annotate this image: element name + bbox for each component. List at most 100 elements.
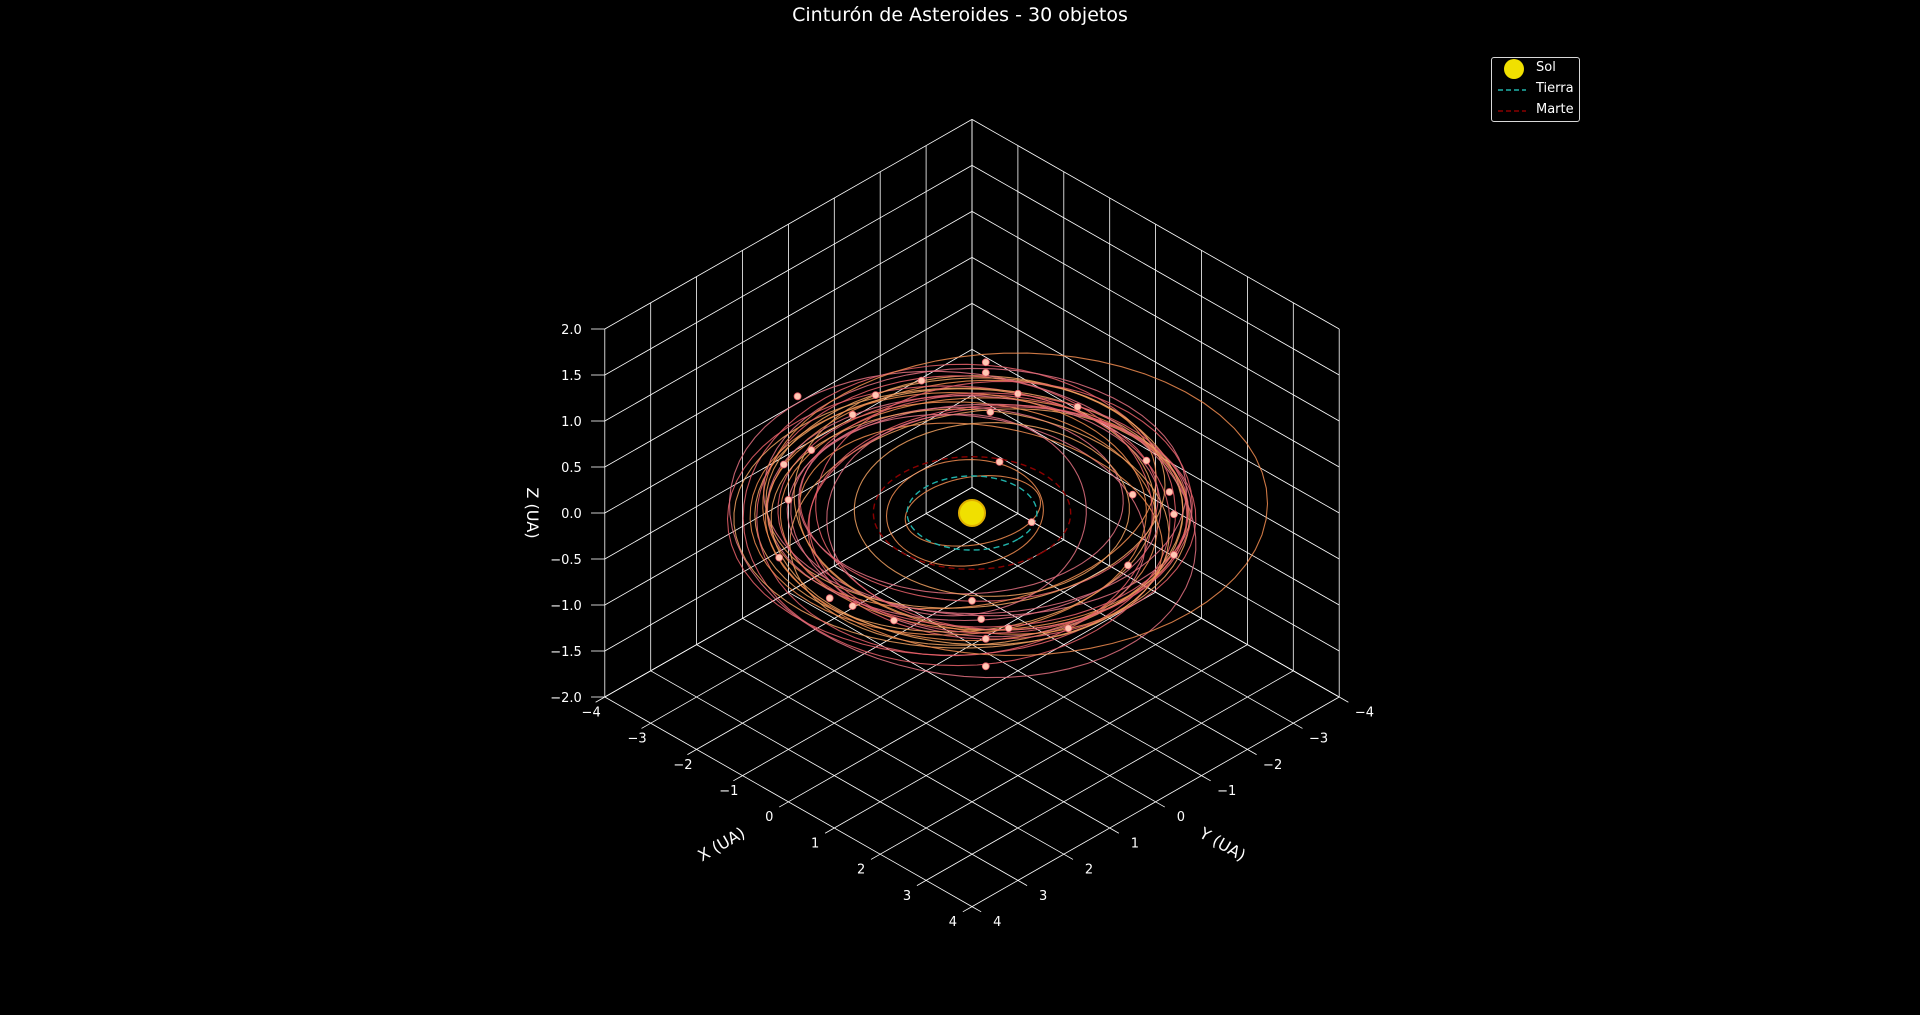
asteroid-orbit [764, 401, 1158, 642]
legend-item-tierra: Tierra [1492, 80, 1581, 100]
x-tick-mark [733, 775, 743, 782]
asteroid-orbit [749, 392, 1147, 636]
asteroid-point [848, 410, 857, 419]
x-tick-mark [687, 749, 697, 755]
grid-line [604, 119, 973, 330]
asteroid-point [981, 358, 990, 367]
asteroid-points [775, 358, 1178, 671]
asteroid-point [890, 616, 898, 625]
y-tick-label: −2 [1263, 758, 1282, 773]
asteroid-point [1014, 389, 1022, 398]
legend-sun-marker [1504, 59, 1524, 79]
x-tick-label: 1 [811, 836, 819, 851]
grid-line [880, 644, 1248, 855]
asteroid-point [1128, 490, 1137, 499]
legend-earth-line [1498, 89, 1526, 91]
asteroid-orbit [798, 406, 1124, 595]
x-axis-label: X (UA) [694, 823, 748, 865]
asteroid-point [977, 615, 986, 623]
legend-item-sol: Sol [1492, 59, 1581, 79]
asteroid-orbit [754, 388, 1156, 633]
asteroid-point [968, 596, 976, 605]
x-tick-label: 2 [857, 863, 865, 878]
x-tick-mark [916, 880, 927, 886]
y-tick-label: 0 [1177, 810, 1185, 825]
y-tick-label: −3 [1309, 732, 1328, 747]
z-tick-label: 1.5 [561, 369, 582, 384]
asteroid-point [784, 495, 793, 504]
grid-line [696, 644, 1064, 855]
y-tick-mark [1293, 722, 1303, 729]
y-tick-label: 2 [1085, 863, 1093, 878]
x-tick-label: 3 [903, 889, 911, 904]
x-tick-label: −3 [627, 732, 646, 747]
z-tick-label: −0.5 [550, 553, 582, 568]
asteroid-point [1170, 510, 1178, 519]
asteroid-orbit [762, 352, 1269, 656]
z-tick-label: −2.0 [550, 691, 582, 706]
asteroid-point [1064, 624, 1073, 633]
grid-line [971, 441, 1340, 652]
grid-line [971, 211, 1340, 422]
grid-line [925, 670, 1294, 881]
asteroid-point [1027, 518, 1036, 527]
x-tick-label: 4 [949, 915, 957, 930]
asteroid-point [1170, 551, 1178, 559]
asteroid-point [1142, 456, 1151, 465]
y-tick-label: 4 [993, 915, 1001, 930]
asteroid-orbit [770, 408, 1170, 646]
asteroid-point [779, 460, 788, 469]
asteroid-orbit [779, 397, 1189, 631]
x-tick-label: −1 [719, 784, 738, 799]
asteroid-point [917, 376, 926, 385]
grid-line [742, 618, 1110, 829]
legend-label-tierra: Tierra [1536, 81, 1574, 96]
asteroid-point [825, 594, 834, 603]
legend-item-marte: Marte [1492, 101, 1581, 121]
y-axis-label: Y (UA) [1195, 823, 1249, 865]
x-tick-mark [962, 906, 973, 913]
y-tick-mark [1155, 801, 1165, 808]
y-tick-mark [1247, 749, 1257, 755]
y-tick-mark [1201, 775, 1211, 782]
asteroid-point [793, 392, 802, 401]
asteroid-orbit [766, 395, 1162, 622]
asteroid-orbit [826, 413, 1087, 617]
z-tick-label: −1.0 [550, 599, 582, 614]
asteroid-orbit [904, 475, 1042, 547]
x-tick-mark [870, 853, 881, 860]
asteroid-orbit [765, 377, 1166, 609]
y-tick-label: −1 [1217, 784, 1236, 799]
grid-line [650, 670, 1019, 881]
asteroid-orbit [808, 404, 1188, 634]
asteroid-point [986, 408, 995, 416]
y-tick-mark [1339, 696, 1349, 703]
x-tick-mark [824, 827, 835, 834]
x-tick-mark [595, 696, 605, 703]
y-tick-label: 1 [1131, 836, 1139, 851]
asteroid-point [1124, 561, 1132, 570]
y-tick-label: −4 [1355, 705, 1374, 720]
sun-marker [958, 499, 986, 527]
grid-line [604, 257, 973, 468]
chart-title: Cinturón de Asteroides - 30 objetos [792, 4, 1128, 26]
orbit-lines [726, 352, 1269, 679]
asteroid-point [848, 602, 857, 610]
asteroid-point [981, 634, 990, 643]
x-tick-mark [641, 722, 651, 729]
grid-line [971, 165, 1340, 376]
asteroid-orbit [790, 413, 1147, 638]
asteroid-point [807, 446, 816, 454]
legend: Sol Tierra Marte [1491, 57, 1580, 122]
legend-label-marte: Marte [1536, 102, 1574, 117]
z-tick-label: 0.5 [561, 461, 582, 476]
z-tick-label: 0.0 [561, 507, 582, 522]
asteroid-orbit [853, 422, 1130, 597]
asteroid-point [981, 662, 990, 671]
asteroid-point [1165, 488, 1174, 496]
z-axis-label: Z (UA) [523, 487, 542, 538]
asteroid-point [995, 457, 1004, 466]
grid-line [971, 257, 1340, 468]
asteroid-point [1004, 624, 1013, 633]
